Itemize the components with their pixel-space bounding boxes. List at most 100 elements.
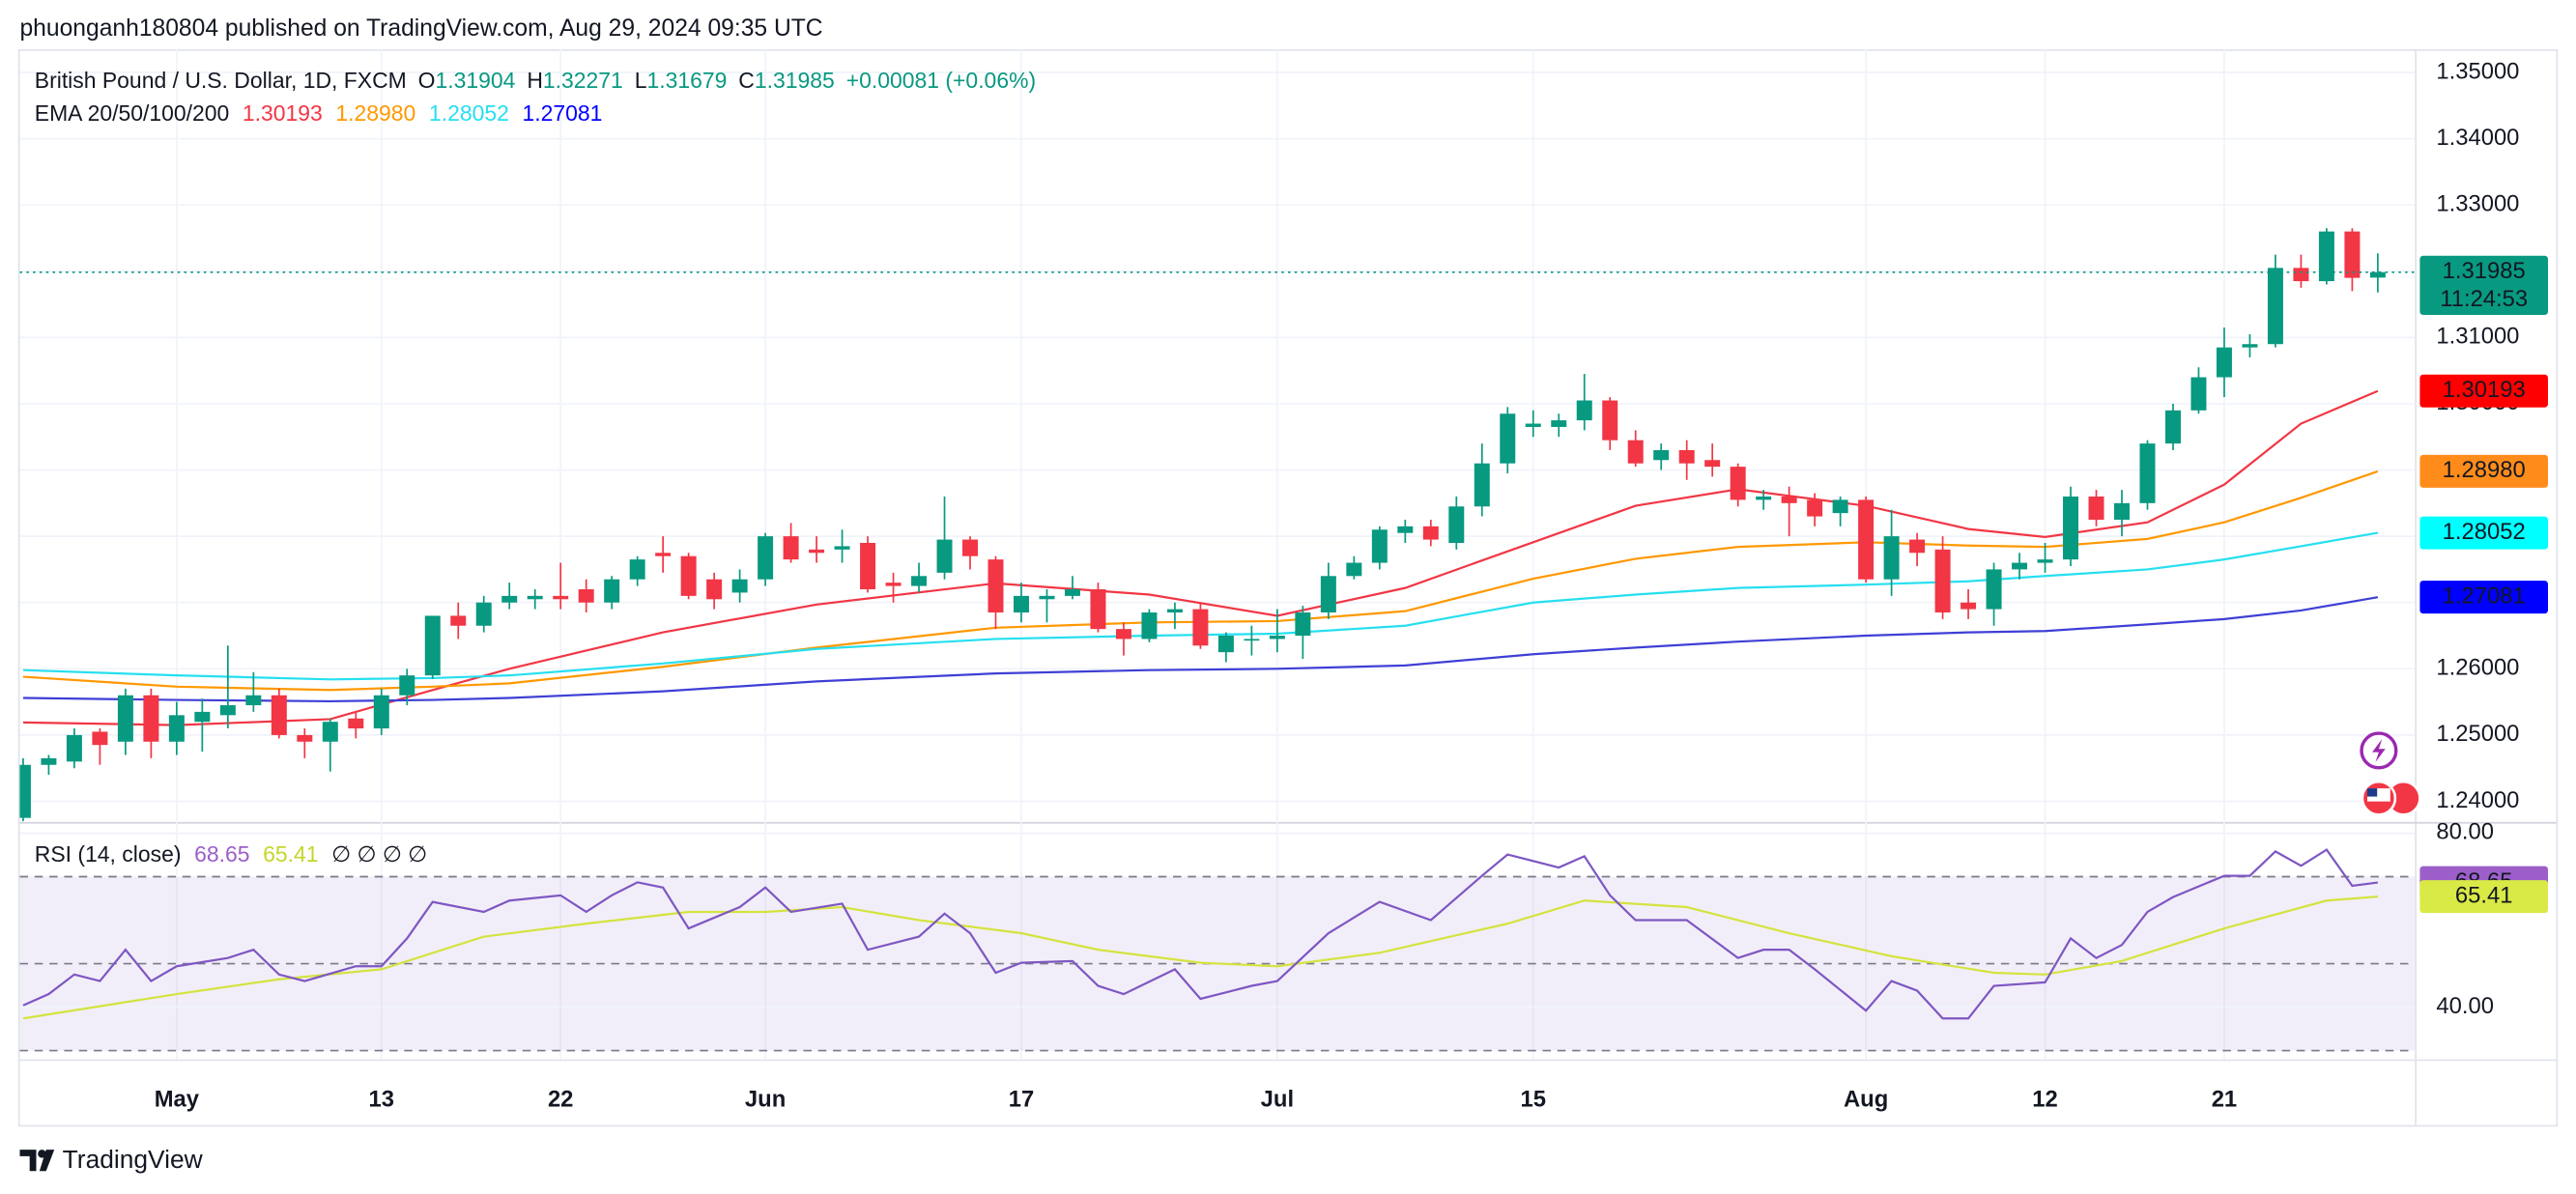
ema-price-label-bg	[2419, 454, 2549, 488]
candle-body	[1295, 612, 1311, 637]
x-tick-label: 13	[369, 1086, 394, 1112]
candle-body	[655, 553, 672, 556]
candle-body	[2088, 496, 2104, 520]
candle-body	[1014, 595, 1029, 613]
candle-body	[168, 715, 185, 742]
rsi-ma-value: 65.41	[263, 841, 318, 867]
candle-body	[1858, 499, 1875, 580]
candle-body	[911, 576, 928, 586]
publish-header: phuonganh180804 published on TradingView…	[19, 15, 822, 42]
candle-body	[527, 595, 543, 600]
logo-dot	[38, 1150, 46, 1158]
x-tick-label: 21	[2212, 1086, 2237, 1112]
candle-body	[117, 695, 133, 742]
candle-body	[2242, 344, 2258, 348]
y-tick-label: 40.00	[2436, 993, 2494, 1019]
candle-body	[885, 583, 902, 586]
logo-text: TradingView	[63, 1145, 204, 1174]
indicator-line	[22, 896, 2378, 1020]
candle-body	[758, 536, 774, 580]
candle-body	[1320, 576, 1336, 613]
rsi-title: RSI (14, close)	[35, 841, 182, 867]
candle-body	[2369, 271, 2386, 278]
candle-body	[1576, 400, 1592, 421]
candle-body	[143, 695, 159, 742]
candle-body	[1832, 499, 1848, 514]
ohlc-value: 1.31985	[755, 68, 835, 93]
y-tick-label: 1.24000	[2436, 787, 2519, 813]
candle-body	[92, 731, 108, 746]
candle-body	[783, 536, 799, 560]
ema-price-label: 1.30193	[2443, 377, 2526, 403]
candle-body	[1756, 496, 1772, 500]
indicator-line	[22, 389, 2379, 726]
ohlc-label: C	[738, 68, 755, 93]
events-icon[interactable]	[2361, 780, 2421, 816]
candle-body	[1422, 526, 1439, 540]
rsi-legend: RSI (14, close) 68.65 65.41 ∅ ∅ ∅ ∅	[35, 841, 427, 867]
candle-body	[2293, 268, 2309, 282]
candle-body	[809, 549, 825, 554]
tradingview-logo: TradingView	[19, 1145, 204, 1174]
candle-body	[1909, 539, 1926, 554]
candle-body	[2037, 559, 2053, 563]
last-price-label: 1.31985	[2443, 258, 2526, 284]
candle-body	[1448, 506, 1465, 543]
plot-layer: May 13 22 Jun 17 Jul 15 Aug 12 21 1.24000 1.25000 1.…	[19, 49, 2549, 1112]
ohlc-value: 1.31679	[646, 68, 727, 93]
candle-body	[2216, 347, 2232, 378]
candle-body	[501, 595, 518, 603]
y-tick-label: 1.33000	[2436, 190, 2519, 216]
ohlc-value: 1.32271	[543, 68, 623, 93]
candle-body	[322, 722, 338, 742]
candle-body	[1090, 589, 1106, 630]
candle-body	[1244, 639, 1260, 641]
y-tick-label: 1.25000	[2436, 721, 2519, 747]
y-tick-label: 1.34000	[2436, 125, 2519, 151]
alert-icon[interactable]	[2360, 731, 2398, 770]
indicator-line	[22, 469, 2379, 692]
y-tick-label: 1.31000	[2436, 324, 2519, 350]
candle-body	[1269, 636, 1285, 640]
ema-price-label-bg	[2419, 374, 2549, 408]
candle-body	[271, 695, 287, 735]
indicator-line	[22, 596, 2379, 703]
candle-body	[731, 579, 748, 593]
candle-body	[1346, 562, 1362, 577]
ema-value: 1.28980	[335, 100, 415, 126]
change-value: +0.00081 (+0.06%)	[846, 68, 1036, 93]
candle-body	[680, 555, 697, 596]
ema-value: 1.30193	[243, 100, 323, 126]
candle-body	[1602, 400, 1618, 441]
candle-body	[1500, 413, 1516, 464]
candle-body	[1883, 536, 1900, 580]
ema-title: EMA 20/50/100/200	[35, 100, 230, 126]
candle-body	[553, 595, 569, 600]
candle-body	[1678, 449, 1695, 464]
ema-legend: EMA 20/50/100/200 1.30193 1.28980 1.28052 1.…	[35, 100, 603, 126]
candle-body	[860, 542, 876, 590]
indicator-line	[22, 848, 2379, 1020]
candle-body	[1704, 460, 1721, 468]
ema-value: 1.28052	[429, 100, 509, 126]
candle-body	[1807, 499, 1823, 517]
candle-body	[1474, 463, 1490, 507]
x-tick-label: 17	[1009, 1086, 1034, 1112]
candle-body	[1551, 420, 1567, 427]
indicator-line	[22, 531, 2379, 681]
y-tick-label: 1.26000	[2436, 655, 2519, 681]
candle-body	[2114, 502, 2130, 520]
candle-body	[987, 559, 1004, 613]
candle-body	[2318, 231, 2334, 282]
ema-price-label-bg	[2419, 581, 2549, 614]
candle-body	[297, 734, 313, 742]
ema-price-label: 1.28052	[2443, 519, 2526, 545]
candle-body	[399, 675, 415, 696]
ohlc-label: L	[635, 68, 647, 93]
candle-body	[1627, 440, 1644, 464]
candle-body	[219, 705, 236, 716]
rsi-value-label: 65.41	[2455, 882, 2513, 908]
last-price-label-bg	[2419, 255, 2549, 316]
